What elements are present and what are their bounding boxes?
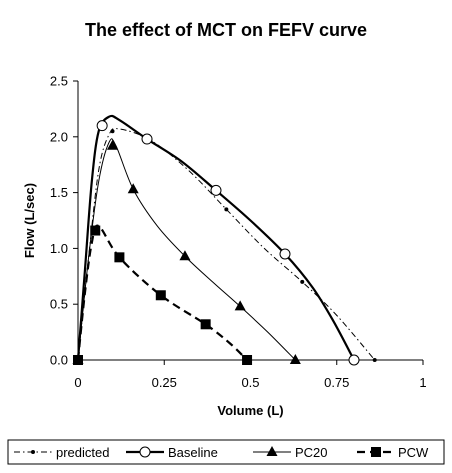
series-line-baseline (76, 114, 355, 361)
data-point-pcw (90, 225, 101, 236)
legend-label-pc20: PC20 (295, 445, 328, 460)
legend-marker-pcw (371, 447, 381, 457)
data-point-predicted (372, 358, 377, 362)
legend-item-pc20: PC20 (253, 445, 328, 460)
data-point-baseline (96, 120, 108, 132)
y-axis-title: Flow (L/sec) (22, 183, 37, 258)
x-tick-label: 0.25 (152, 375, 177, 390)
y-tick-label: 2.0 (50, 129, 68, 144)
x-axis-title: Volume (L) (217, 403, 283, 418)
data-point-pcw (73, 355, 83, 365)
data-point-predicted (224, 207, 229, 212)
data-point-pcw (155, 290, 166, 301)
series-pc20 (72, 138, 301, 364)
data-point-pc20 (179, 250, 191, 261)
data-point-baseline (210, 184, 222, 196)
data-point-pcw (114, 252, 125, 263)
legend-item-baseline: Baseline (126, 445, 218, 460)
y-tick-label: 0.0 (50, 353, 68, 368)
axes: 0.0 0.5 1.0 1.5 2.0 2.5 0 0.25 0.5 0.75 1 Volume (L… (22, 74, 427, 419)
legend-marker-baseline (139, 446, 151, 458)
legend-marker-predicted (31, 450, 35, 454)
data-point-pc20 (289, 354, 301, 364)
data-point-baseline (348, 354, 360, 366)
y-tick-label: 2.5 (50, 74, 68, 89)
series-baseline (76, 114, 360, 366)
legend-label-baseline: Baseline (168, 445, 218, 460)
data-point-baseline (141, 133, 153, 145)
data-point-pcw (242, 355, 253, 365)
data-point-pcw (200, 319, 211, 330)
legend: predicted Baseline PC20 PCW (7, 439, 445, 465)
data-point-predicted (110, 129, 115, 134)
y-tick-label: 1.5 (50, 185, 68, 200)
legend-item-predicted: predicted (14, 445, 109, 460)
data-point-pc20 (234, 300, 246, 311)
data-point-baseline (279, 248, 291, 260)
chart-title: The effect of MCT on FEFV curve (84, 20, 368, 40)
data-point-predicted (300, 279, 305, 284)
series-predicted (76, 127, 377, 362)
y-tick-label: 1.0 (50, 241, 68, 256)
series-line-pc20 (77, 138, 296, 361)
legend-item-pcw: PCW (357, 445, 429, 460)
data-point-pc20 (107, 139, 118, 150)
series-layer (72, 114, 377, 366)
y-tick-label: 0.5 (50, 297, 68, 312)
legend-marker-pc20 (266, 446, 278, 456)
x-tick-label: 0.75 (324, 375, 349, 390)
data-point-pc20 (127, 183, 139, 194)
series-pcw (73, 224, 253, 365)
x-tick-label: 1 (419, 375, 426, 390)
legend-label-pcw: PCW (398, 445, 429, 460)
legend-label-predicted: predicted (56, 445, 109, 460)
x-tick-label: 0 (74, 375, 81, 390)
x-tick-label: 0.5 (241, 375, 259, 390)
